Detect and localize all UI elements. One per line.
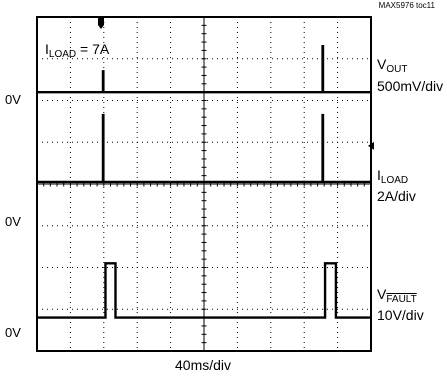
channel-scale-iload: 2A/div [377,188,416,204]
channel-subscript: LOAD [380,175,409,186]
channel-scale-vfault: 10V/div [377,307,424,323]
zero-label-vout: 0V [5,92,21,107]
traces [37,45,371,319]
channel-label-iload: ILOAD [377,168,408,186]
channel-symbol: I [377,167,381,183]
zero-label-vfault: 0V [5,325,21,340]
trace-iload [37,113,371,184]
annotation-suffix: = 7A [76,41,110,57]
figure-id: MAX5976 toc11 [378,1,435,10]
ground-markers [368,141,374,150]
annotation-subscript: LOAD [48,49,77,60]
trace-vfault [37,262,371,319]
trace-vout [37,45,371,94]
x-axis-label: 40ms/div [175,357,232,373]
channel-subscript: FAULT [386,294,417,305]
trigger-icon [98,18,104,29]
trigger-marker [98,18,104,29]
channel-symbol: V [377,56,387,72]
channel-scale-vout: 500mV/div [377,78,444,94]
channel-subscript: OUT [386,64,408,75]
load-annotation: ILOAD = 7A [45,42,109,60]
plot-frame [36,16,372,352]
channel-symbol: V [377,286,387,302]
channel-label-vout: VOUT [377,57,407,75]
zero-label-iload: 0V [5,214,21,229]
annotation-prefix: I [45,41,49,57]
channel-label-vfault: VFAULT [377,287,417,305]
ground-marker-icon [368,141,374,150]
grid [37,17,371,351]
